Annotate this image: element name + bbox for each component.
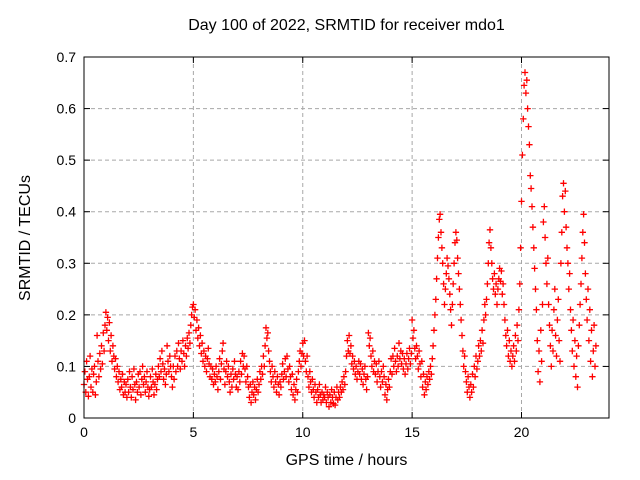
y-tick-label: 0.3 <box>57 255 77 271</box>
chart-title: Day 100 of 2022, SRMTID for receiver mdo… <box>188 17 505 34</box>
y-tick-label: 0.4 <box>57 204 77 220</box>
x-axis-label: GPS time / hours <box>285 452 408 469</box>
y-tick-label: 0 <box>68 410 76 426</box>
y-tick-label: 0.7 <box>57 49 77 65</box>
y-tick-label: 0.6 <box>57 101 77 117</box>
x-tick-label: 15 <box>404 424 420 440</box>
x-tick-label: 20 <box>514 424 530 440</box>
x-tick-label: 5 <box>189 424 197 440</box>
y-tick-label: 0.5 <box>57 152 77 168</box>
x-tick-label: 0 <box>80 424 88 440</box>
plot-border <box>83 56 610 419</box>
y-tick-label: 0.1 <box>57 358 77 374</box>
y-tick-label: 0.2 <box>57 307 77 323</box>
x-tick-label: 10 <box>295 424 311 440</box>
